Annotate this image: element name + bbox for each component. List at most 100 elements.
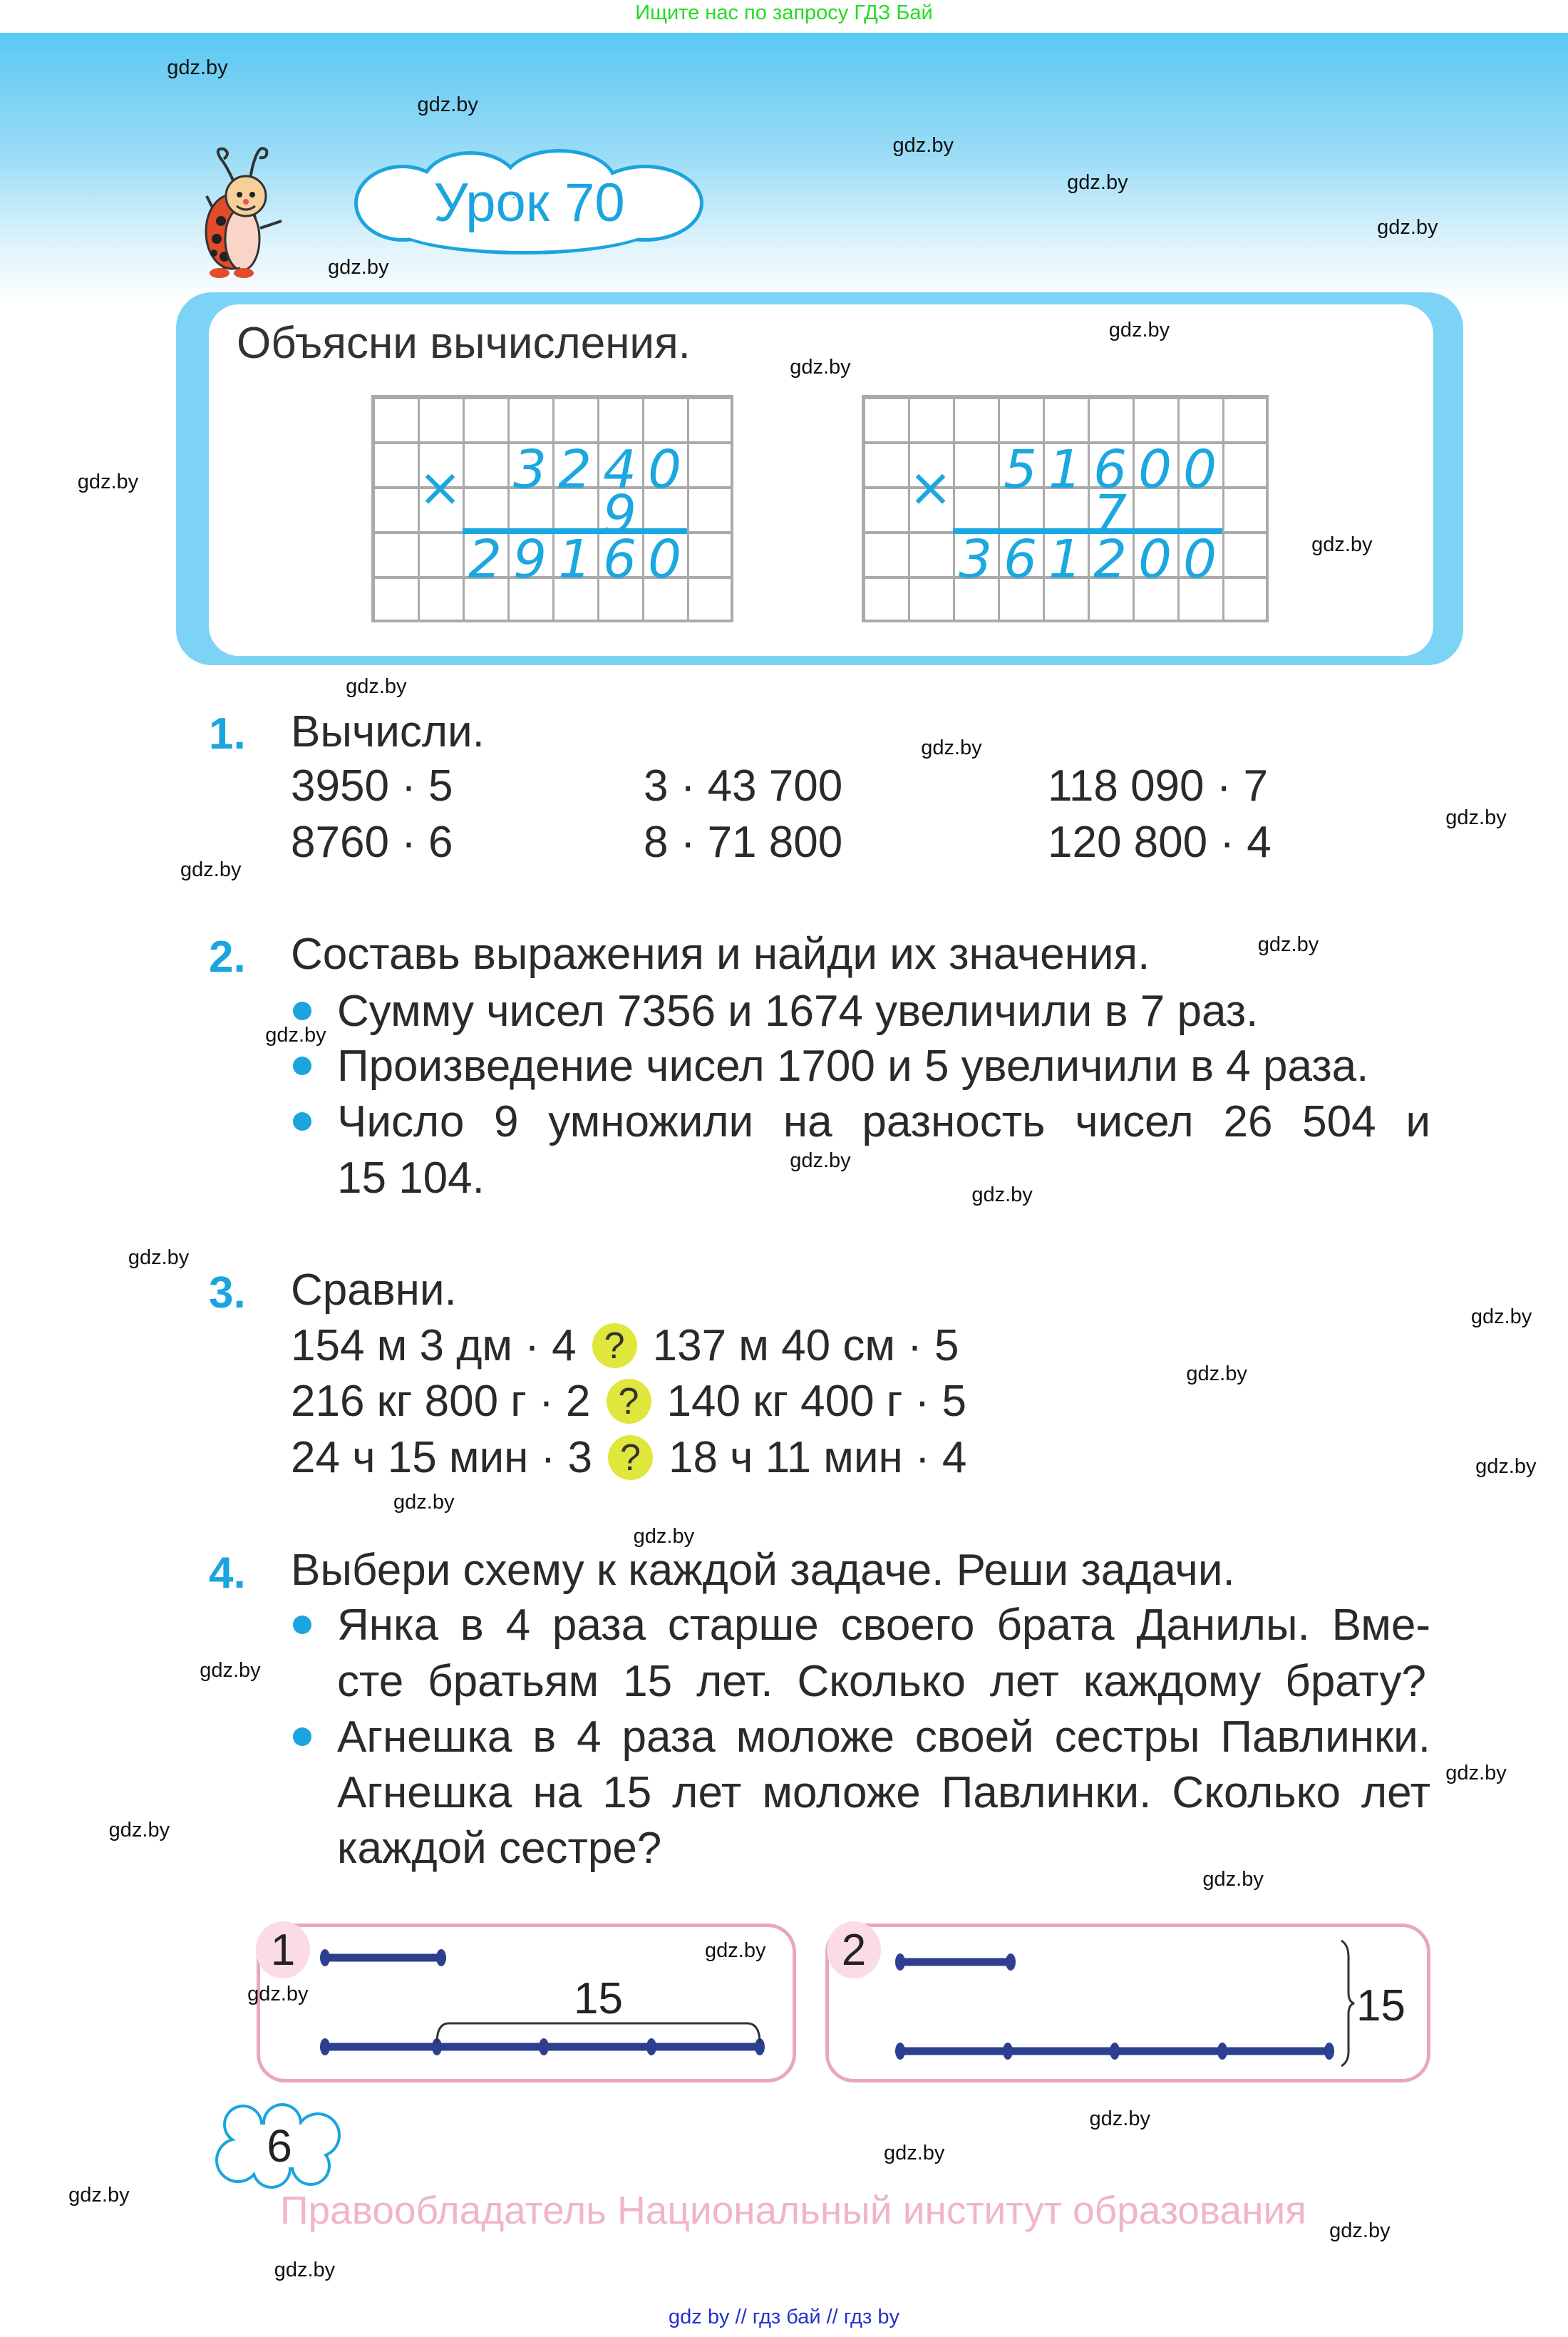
task-3-title: Сравни. <box>291 1265 457 1315</box>
compare-left: 24 ч 15 мин · 3 <box>291 1432 592 1482</box>
task-1-expression: 8 · 71 800 <box>644 818 843 867</box>
bullet-icon <box>293 1057 311 1075</box>
bullet-icon <box>293 1002 311 1020</box>
product-digit: 3 <box>958 529 993 591</box>
product-digit: 2 <box>468 529 502 591</box>
bullet-icon <box>293 1616 311 1634</box>
watermark: gdz.by <box>393 1490 455 1514</box>
scheme-1-label: 15 <box>574 1974 623 2023</box>
multiplicand-digit: 0 <box>647 439 682 501</box>
task-1-expression: 8760 · 6 <box>291 818 453 867</box>
compare-row: 216 кг 800 г · 2 ? 140 кг 400 г · 5 <box>291 1379 966 1424</box>
bullet-icon <box>293 1112 311 1131</box>
watermark: gdz.by <box>633 1524 695 1548</box>
scheme-2-label: 15 <box>1356 1981 1405 2030</box>
bullet-icon <box>293 1727 311 1746</box>
task-2-number: 2. <box>209 933 246 982</box>
bottom-links[interactable]: gdz by // гдз бай // гдз by <box>669 2306 899 2328</box>
multiplicand-digit: 6 <box>1093 439 1128 501</box>
product-digit: 1 <box>557 529 592 591</box>
watermark: gdz.by <box>1445 806 1507 829</box>
scheme-1-frame <box>257 1923 796 2082</box>
task-4-line: сте братьям 15 лет. Сколько лет каждому … <box>337 1657 1426 1706</box>
calc-underline <box>463 528 687 534</box>
compare-right: 140 кг 400 г · 5 <box>666 1376 967 1426</box>
task-1-expression: 3 · 43 700 <box>644 761 843 811</box>
ladybug-illustration <box>205 147 282 278</box>
task-1-number: 1. <box>209 709 246 759</box>
task-1-title: Вычисли. <box>291 707 485 756</box>
title-cloud-shape <box>354 149 703 255</box>
scheme-1-number: 1 <box>256 1921 310 1978</box>
product-digit: 9 <box>512 529 547 591</box>
watermark: gdz.by <box>1445 1762 1507 1785</box>
watermark: gdz.by <box>971 1183 1033 1206</box>
watermark: gdz.by <box>883 2142 945 2165</box>
watermark: gdz.by <box>1329 2219 1391 2243</box>
watermark: gdz.by <box>1311 533 1373 557</box>
compare-mark: ? <box>606 1379 651 1424</box>
watermark: gdz.by <box>128 1245 190 1269</box>
watermark: gdz.by <box>1089 2107 1150 2131</box>
watermark: gdz.by <box>1475 1454 1537 1478</box>
compare-right: 18 ч 11 мин · 4 <box>668 1432 967 1482</box>
watermark: gdz.by <box>892 133 954 157</box>
calc-grid <box>862 395 1269 622</box>
task-2-title: Составь выражения и найди их значения. <box>291 930 1150 979</box>
watermark: gdz.by <box>921 736 982 759</box>
compare-mark: ? <box>607 1435 653 1480</box>
watermark: gdz.by <box>328 256 389 279</box>
task-2-item: Число 9 умножили на разность чисел 26 50… <box>337 1097 1430 1146</box>
calc-underline <box>953 528 1222 534</box>
watermark: gdz.by <box>265 1024 326 1047</box>
watermark: gdz.by <box>167 56 228 80</box>
product-digit: 0 <box>1182 529 1217 591</box>
compare-mark: ? <box>592 1323 637 1368</box>
watermark: gdz.by <box>346 674 407 698</box>
watermark: gdz.by <box>1257 933 1319 956</box>
multiplicand-digit: 0 <box>1182 439 1217 501</box>
compare-left: 154 м 3 дм · 4 <box>291 1320 577 1370</box>
watermark: gdz.by <box>108 1818 170 1842</box>
task-4-title: Выбери схему к каждой задаче. Реши задач… <box>291 1546 1235 1595</box>
calc-grid <box>371 395 733 622</box>
multiply-sign: × <box>908 457 953 519</box>
multiplicand-digit: 4 <box>602 439 637 501</box>
watermark: gdz.by <box>1108 319 1170 342</box>
compare-row: 154 м 3 дм · 4 ? 137 м 40 см · 5 <box>291 1323 959 1368</box>
watermark: gdz.by <box>77 471 139 494</box>
watermark: gdz.by <box>1186 1362 1247 1385</box>
task-4-line: каждой сестре? <box>337 1824 662 1873</box>
watermark: gdz.by <box>1202 1867 1264 1891</box>
product-digit: 2 <box>1093 529 1128 591</box>
compare-row: 24 ч 15 мин · 3 ? 18 ч 11 мин · 4 <box>291 1435 966 1480</box>
product-digit: 1 <box>1048 529 1083 591</box>
task-4-line: Агнешка в 4 раза моложе своей сестры Пав… <box>337 1712 1430 1762</box>
product-digit: 0 <box>647 529 682 591</box>
watermark: gdz.by <box>1470 1305 1532 1329</box>
multiplicand-digit: 5 <box>1003 439 1038 501</box>
multiplicand-digit: 1 <box>1048 439 1083 501</box>
scheme-2-frame <box>825 1923 1430 2082</box>
watermark: gdz.by <box>705 1939 766 1963</box>
watermark: gdz.by <box>68 2184 130 2207</box>
page-number: 6 <box>267 2120 292 2172</box>
header-background <box>0 33 1568 304</box>
multiply-sign: × <box>418 457 463 519</box>
multiplicand-digit: 0 <box>1138 439 1172 501</box>
explain-title: Объясни вычисления. <box>237 319 691 368</box>
multiplicand-digit: 3 <box>512 439 547 501</box>
watermark: gdz.by <box>1377 215 1438 239</box>
task-2-item-continued: 15 104. <box>337 1154 485 1203</box>
page-number-cloud <box>215 2103 341 2189</box>
task-2-item: Произведение чисел 1700 и 5 увеличили в … <box>337 1042 1369 1091</box>
watermark: gdz.by <box>417 93 478 117</box>
task-1-expression: 3950 · 5 <box>291 761 453 811</box>
watermark: gdz.by <box>274 2258 336 2281</box>
scheme-2-number: 2 <box>827 1921 881 1978</box>
search-banner: Ищите нас по запросу ГДЗ Бай <box>635 1 933 24</box>
product-digit: 6 <box>1003 529 1038 591</box>
watermark: gdz.by <box>790 356 851 379</box>
task-4-number: 4. <box>209 1548 246 1598</box>
watermark: gdz.by <box>790 1149 851 1172</box>
